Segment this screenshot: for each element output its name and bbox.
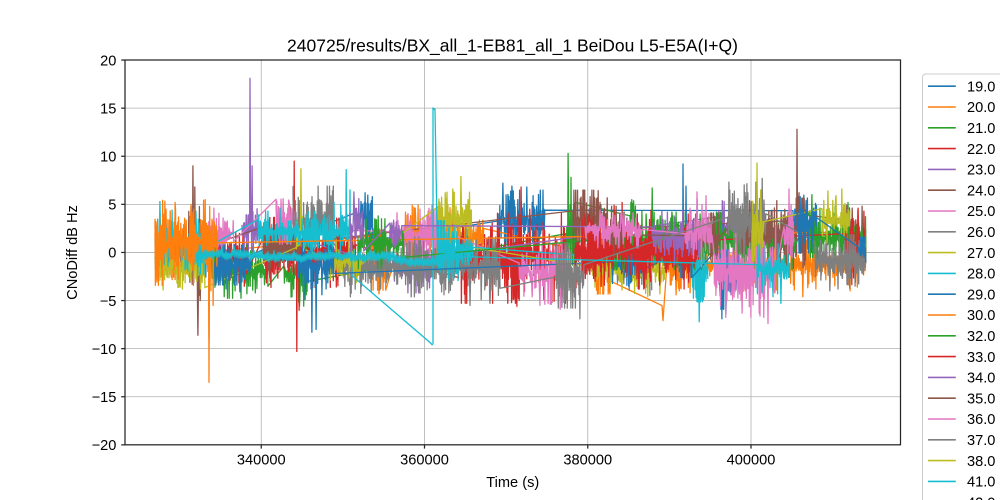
svg-text:22.0: 22.0 — [967, 142, 995, 158]
svg-text:340000: 340000 — [237, 452, 286, 468]
svg-text:20: 20 — [100, 53, 116, 69]
svg-text:27.0: 27.0 — [967, 246, 995, 262]
svg-text:41.0: 41.0 — [967, 475, 995, 491]
svg-text:21.0: 21.0 — [967, 121, 995, 137]
svg-text:25.0: 25.0 — [967, 204, 995, 220]
svg-text:5: 5 — [108, 198, 116, 214]
svg-text:42.0: 42.0 — [967, 495, 995, 500]
svg-text:20.0: 20.0 — [967, 100, 995, 116]
svg-text:−5: −5 — [100, 294, 117, 310]
svg-text:380000: 380000 — [563, 452, 612, 468]
svg-text:35.0: 35.0 — [967, 391, 995, 407]
svg-text:23.0: 23.0 — [967, 163, 995, 179]
svg-text:34.0: 34.0 — [967, 371, 995, 387]
svg-text:36.0: 36.0 — [967, 412, 995, 428]
svg-text:32.0: 32.0 — [967, 329, 995, 345]
svg-text:19.0: 19.0 — [967, 79, 995, 95]
svg-text:29.0: 29.0 — [967, 287, 995, 303]
svg-text:26.0: 26.0 — [967, 225, 995, 241]
svg-text:−20: −20 — [92, 438, 117, 454]
svg-text:24.0: 24.0 — [967, 183, 995, 199]
svg-text:240725/results/BX_all_1-EB81_a: 240725/results/BX_all_1-EB81_all_1 BeiDo… — [287, 36, 738, 57]
svg-text:CNoDiff dB Hz: CNoDiff dB Hz — [65, 205, 81, 300]
svg-text:28.0: 28.0 — [967, 267, 995, 283]
svg-text:30.0: 30.0 — [967, 308, 995, 324]
svg-text:−10: −10 — [92, 342, 117, 358]
svg-text:0: 0 — [108, 246, 116, 262]
svg-text:360000: 360000 — [400, 452, 449, 468]
svg-text:38.0: 38.0 — [967, 454, 995, 470]
svg-text:15: 15 — [100, 101, 116, 117]
svg-text:37.0: 37.0 — [967, 433, 995, 449]
svg-text:400000: 400000 — [727, 452, 776, 468]
svg-text:−15: −15 — [92, 390, 117, 406]
svg-text:Time (s): Time (s) — [486, 475, 539, 491]
svg-text:10: 10 — [100, 149, 116, 165]
svg-text:33.0: 33.0 — [967, 350, 995, 366]
